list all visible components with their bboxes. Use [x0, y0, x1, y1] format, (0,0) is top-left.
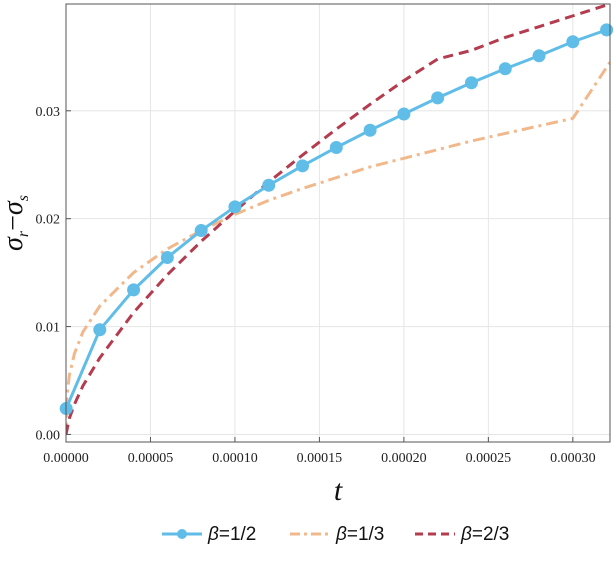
legend-label: β=1/3 — [335, 524, 384, 545]
series-marker — [194, 224, 208, 238]
series-marker — [566, 35, 580, 49]
x-axis-label: t — [334, 474, 343, 507]
series-marker — [262, 178, 276, 192]
series-marker — [464, 76, 478, 90]
series-marker — [600, 23, 614, 37]
series-marker — [296, 159, 310, 173]
legend-label: β=1/2 — [207, 524, 256, 545]
series-marker — [363, 123, 377, 137]
series-layer — [59, 4, 614, 435]
series-marker — [127, 283, 141, 297]
y-tick-label: 0.02 — [36, 213, 61, 228]
y-axis-label-sigma-s: σ — [0, 200, 29, 215]
series-marker — [431, 91, 445, 105]
y-axis-label-sub-s: s — [15, 195, 32, 201]
series-marker — [93, 323, 107, 337]
legend-marker — [177, 529, 187, 539]
x-tick-label: 0.00025 — [466, 451, 512, 466]
y-tick-label: 0.03 — [36, 105, 61, 120]
x-tick-label: 0.00020 — [381, 451, 427, 466]
y-axis-label-sigma-r: σ — [0, 236, 29, 251]
series-marker — [498, 62, 512, 76]
tick-layer: 0.00000 0.00005 0.00010 0.00015 0.00020 0.000… — [36, 105, 596, 466]
y-axis-label-sub-r: r — [15, 230, 32, 237]
series-marker — [160, 251, 174, 265]
x-tick-label: 0.00010 — [212, 451, 258, 466]
y-tick-label: 0.00 — [36, 428, 61, 443]
legend: β=1/2 β=1/3 β=2/3 — [162, 524, 509, 545]
y-axis-label: σr−σs — [0, 195, 32, 251]
series-marker — [329, 140, 343, 154]
series-line-1 — [66, 61, 610, 435]
x-tick-label: 0.00015 — [297, 451, 343, 466]
x-tick-label: 0.00030 — [550, 451, 596, 466]
series-line-2 — [66, 4, 610, 435]
series-marker — [397, 107, 411, 121]
plot-frame — [65, 3, 611, 443]
y-axis-label-minus: − — [0, 215, 29, 231]
grid — [65, 4, 610, 442]
y-tick-label: 0.01 — [36, 321, 61, 336]
series-marker — [532, 49, 546, 63]
legend-label: β=2/3 — [460, 524, 509, 545]
series-marker — [228, 200, 242, 214]
x-tick-label: 0.00005 — [128, 451, 174, 466]
series-line-0 — [66, 28, 608, 410]
x-tick-label: 0.00000 — [43, 451, 89, 466]
